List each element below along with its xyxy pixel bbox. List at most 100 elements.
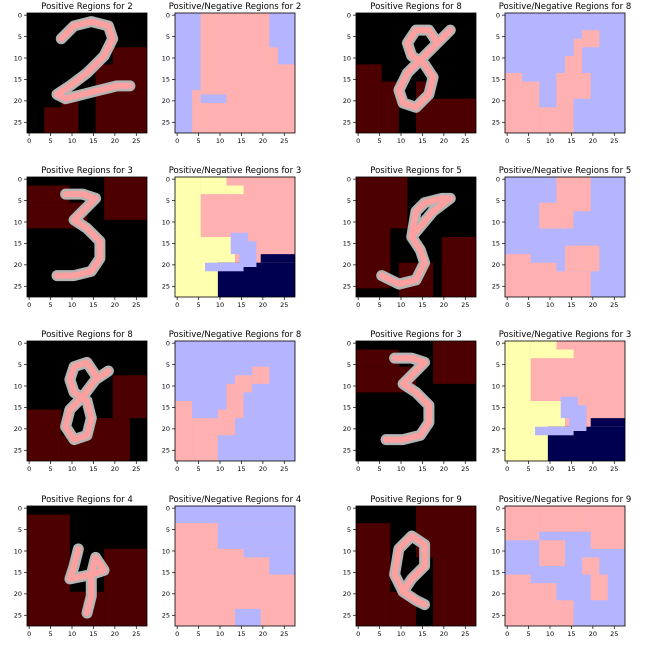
y-tick-label: 20 xyxy=(162,425,170,433)
y-tick-label: 20 xyxy=(492,425,500,433)
x-tick-label: 10 xyxy=(546,137,554,145)
y-tick-label: 15 xyxy=(343,569,351,577)
positive-region xyxy=(27,409,62,461)
region-blue xyxy=(175,90,193,133)
subplot-title: Positive/Negative Regions for 8 xyxy=(499,2,632,12)
x-tick-label: 10 xyxy=(397,301,405,309)
y-tick-label: 5 xyxy=(496,526,500,534)
y-tick-label: 10 xyxy=(14,218,22,226)
x-tick-label: 25 xyxy=(461,301,469,309)
x-tick-label: 5 xyxy=(197,630,201,638)
x-tick-label: 25 xyxy=(280,301,288,309)
x-tick-label: 0 xyxy=(356,465,360,473)
x-tick-label: 0 xyxy=(27,137,31,145)
x-tick-label: 20 xyxy=(111,465,119,473)
positive-region xyxy=(95,64,113,133)
y-tick-label: 25 xyxy=(14,612,22,620)
x-tick-label: 10 xyxy=(68,465,76,473)
x-tick-label: 5 xyxy=(197,301,201,309)
positive-region xyxy=(112,375,147,419)
x-tick-label: 10 xyxy=(397,137,405,145)
x-tick-label: 0 xyxy=(27,301,31,309)
x-tick-label: 15 xyxy=(89,137,97,145)
subplot-14: Positive/Negative Regions for 40 5 10 15 20 2… xyxy=(162,495,302,638)
subplot-1: Positive Regions for 2 0 5 10 15 20 25 0 5 10 15 20… xyxy=(14,2,148,145)
y-tick-label: 25 xyxy=(14,119,22,127)
region-pink xyxy=(522,81,540,133)
y-tick-label: 0 xyxy=(496,175,500,183)
axes-frame xyxy=(504,176,626,298)
region-blue xyxy=(239,241,257,267)
y-tick-label: 15 xyxy=(14,569,22,577)
y-tick-label: 25 xyxy=(492,447,500,455)
region-pink xyxy=(530,262,557,297)
subplot-title: Positive Regions for 4 xyxy=(41,495,133,505)
region-yellow xyxy=(226,185,244,195)
x-tick-label: 5 xyxy=(197,465,201,473)
y-tick-label: 25 xyxy=(492,283,500,291)
y-tick-label: 15 xyxy=(14,240,22,248)
x-tick-label: 5 xyxy=(527,137,531,145)
x-tick-label: 0 xyxy=(356,137,360,145)
subplot-title: Positive Regions for 2 xyxy=(41,2,133,12)
y-tick-label: 0 xyxy=(496,11,500,19)
y-tick-label: 20 xyxy=(492,97,500,105)
x-tick-label: 15 xyxy=(567,301,575,309)
x-tick-label: 20 xyxy=(440,301,448,309)
y-tick-label: 20 xyxy=(343,425,351,433)
x-tick-label: 20 xyxy=(259,465,267,473)
y-tick-label: 5 xyxy=(166,33,170,41)
y-tick-label: 0 xyxy=(166,504,170,512)
positive-region xyxy=(104,177,147,220)
subplot-title: Positive Regions for 8 xyxy=(41,330,133,340)
y-tick-label: 0 xyxy=(496,339,500,347)
y-tick-label: 25 xyxy=(14,447,22,455)
x-tick-label: 25 xyxy=(610,630,618,638)
y-tick-label: 10 xyxy=(14,547,22,555)
digit-stroke-positive xyxy=(54,18,133,102)
x-tick-label: 25 xyxy=(610,137,618,145)
subplot-title: Positive/Negative Regions for 8 xyxy=(169,330,302,340)
x-tick-label: 5 xyxy=(527,465,531,473)
x-tick-label: 20 xyxy=(440,630,448,638)
region-pink xyxy=(556,271,591,297)
x-tick-label: 25 xyxy=(610,465,618,473)
x-tick-label: 15 xyxy=(418,630,426,638)
x-tick-label: 10 xyxy=(68,301,76,309)
positive-region xyxy=(356,64,382,133)
x-tick-label: 15 xyxy=(237,137,245,145)
subplot-5: Positive Regions for 3 0 5 10 15 20 25 0 5 10 15 20… xyxy=(14,166,148,309)
subplot-title: Positive/Negative Regions for 2 xyxy=(169,2,302,12)
x-tick-label: 15 xyxy=(567,630,575,638)
y-tick-label: 0 xyxy=(347,11,351,19)
y-tick-label: 10 xyxy=(162,54,170,62)
y-tick-label: 25 xyxy=(14,283,22,291)
x-tick-label: 0 xyxy=(175,630,179,638)
region-yellow xyxy=(175,177,201,237)
x-tick-label: 0 xyxy=(505,630,509,638)
region-pink xyxy=(556,600,574,626)
subplot-title: Positive Regions for 5 xyxy=(370,166,462,176)
y-tick-label: 15 xyxy=(14,76,22,84)
y-tick-label: 20 xyxy=(14,97,22,105)
y-tick-label: 5 xyxy=(496,33,500,41)
y-tick-label: 25 xyxy=(492,612,500,620)
y-tick-label: 5 xyxy=(18,197,22,205)
y-tick-label: 15 xyxy=(162,76,170,84)
y-tick-label: 5 xyxy=(347,526,351,534)
x-tick-label: 0 xyxy=(175,137,179,145)
x-tick-label: 15 xyxy=(418,301,426,309)
x-tick-label: 0 xyxy=(175,465,179,473)
x-tick-label: 10 xyxy=(216,137,224,145)
y-tick-label: 25 xyxy=(343,612,351,620)
x-tick-label: 25 xyxy=(280,137,288,145)
x-tick-label: 10 xyxy=(546,301,554,309)
y-tick-label: 20 xyxy=(343,261,351,269)
x-tick-label: 10 xyxy=(216,630,224,638)
x-tick-label: 0 xyxy=(505,465,509,473)
region-blue xyxy=(217,523,295,549)
y-tick-label: 5 xyxy=(18,361,22,369)
region-yellow xyxy=(530,341,557,359)
x-tick-label: 5 xyxy=(378,465,382,473)
